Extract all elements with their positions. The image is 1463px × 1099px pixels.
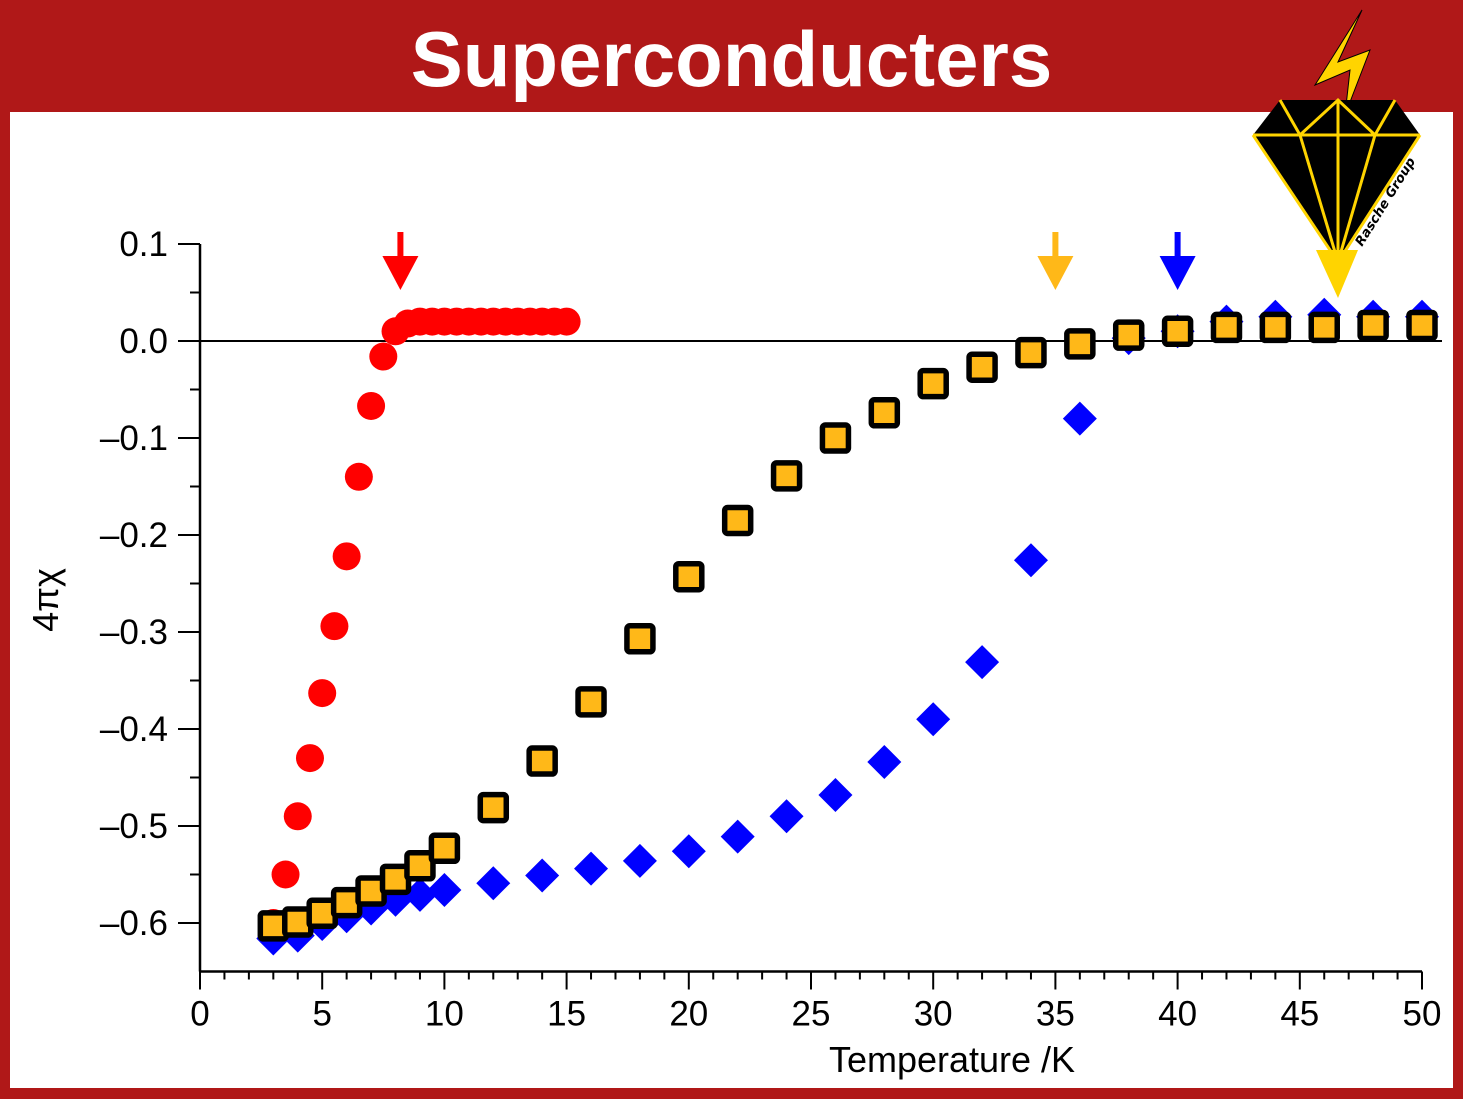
arrow-shaft	[397, 232, 404, 260]
y-tick-label: –0.4	[100, 710, 168, 749]
x-tick-label: 10	[425, 995, 464, 1034]
data-point	[624, 623, 656, 655]
data-point	[868, 397, 901, 429]
data-point	[283, 802, 312, 831]
series-circle	[259, 307, 581, 937]
x-tick-label: 45	[1280, 995, 1319, 1034]
data-point	[574, 851, 609, 886]
data-point	[552, 307, 581, 336]
data-point	[819, 422, 852, 454]
data-point	[673, 560, 705, 593]
lightning-tip-icon	[1316, 250, 1358, 298]
x-tick-label: 35	[1036, 995, 1075, 1034]
data-point	[428, 832, 461, 865]
x-axis-title: Temperature /K	[829, 1039, 1075, 1080]
x-tick-label: 15	[547, 995, 586, 1034]
data-point	[818, 777, 853, 812]
tc-arrow	[1159, 232, 1196, 290]
x-tick-label: 30	[914, 995, 953, 1034]
arrow-head	[382, 256, 419, 290]
data-point	[1062, 401, 1097, 436]
data-point	[1308, 311, 1340, 344]
x-tick-label: 0	[190, 995, 209, 1034]
data-point	[671, 834, 706, 869]
y-tick-label: –0.6	[100, 904, 168, 943]
data-point	[320, 612, 349, 641]
y-tick-label: –0.2	[100, 516, 168, 555]
data-point	[917, 367, 949, 400]
data-point	[1064, 328, 1096, 360]
data-point	[916, 702, 951, 737]
data-point	[1357, 309, 1389, 342]
data-point	[770, 460, 803, 492]
data-point	[271, 860, 300, 889]
data-point	[867, 744, 902, 779]
data-point	[966, 351, 998, 383]
data-point	[1210, 311, 1243, 344]
arrow-head	[1037, 256, 1074, 290]
series-square	[257, 309, 1438, 942]
rasche-group-logo: Rasche Group	[1251, 9, 1422, 298]
data-point	[344, 462, 373, 491]
data-point	[622, 843, 657, 878]
x-tick-label: 50	[1403, 995, 1442, 1034]
data-point	[1112, 319, 1145, 351]
data-point	[721, 504, 754, 537]
chart-panel	[10, 112, 1453, 1088]
x-tick-label: 20	[669, 995, 708, 1034]
data-point	[525, 858, 560, 893]
data-point	[308, 679, 337, 708]
arrow-shaft	[1052, 232, 1059, 260]
data-marks	[256, 297, 1439, 956]
data-point	[369, 342, 398, 371]
y-tick-label: –0.3	[100, 613, 168, 652]
data-point	[295, 744, 324, 773]
data-point	[769, 799, 804, 834]
data-point	[402, 877, 437, 912]
y-tick-label: 0.1	[119, 225, 168, 264]
arrow-shaft	[1174, 232, 1181, 260]
lightning-bolt-icon	[1313, 9, 1371, 116]
x-tick-label: 5	[312, 995, 331, 1034]
data-point	[332, 542, 361, 571]
data-point	[965, 645, 1000, 680]
y-axis-title: 4πχ	[25, 568, 66, 632]
tc-arrow	[1037, 232, 1074, 290]
page-title: Superconducters	[410, 15, 1053, 103]
tc-arrow	[382, 232, 419, 290]
y-tick-label: –0.1	[100, 419, 168, 458]
x-tick-label: 40	[1158, 995, 1197, 1034]
axes: 0.1 0.0 –0.1 –0.2 –0.3 –0.4 –0.5 –0.6 0 5 10 15 20 25…	[100, 225, 1442, 1034]
data-point	[476, 866, 511, 901]
data-point	[404, 850, 436, 882]
data-point	[1015, 336, 1047, 369]
data-point	[357, 391, 386, 420]
data-point	[1259, 311, 1292, 344]
data-point	[720, 819, 755, 854]
y-tick-label: –0.5	[100, 807, 168, 846]
data-point	[1406, 309, 1438, 342]
data-point	[526, 745, 558, 777]
data-point	[575, 686, 607, 718]
data-point	[1161, 315, 1194, 348]
data-point	[427, 873, 462, 908]
data-point	[1013, 543, 1048, 578]
x-tick-label: 25	[792, 995, 831, 1034]
data-point	[477, 791, 510, 824]
y-tick-label: 0.0	[119, 322, 168, 361]
arrow-head	[1159, 256, 1196, 290]
tc-arrows	[382, 232, 1196, 290]
